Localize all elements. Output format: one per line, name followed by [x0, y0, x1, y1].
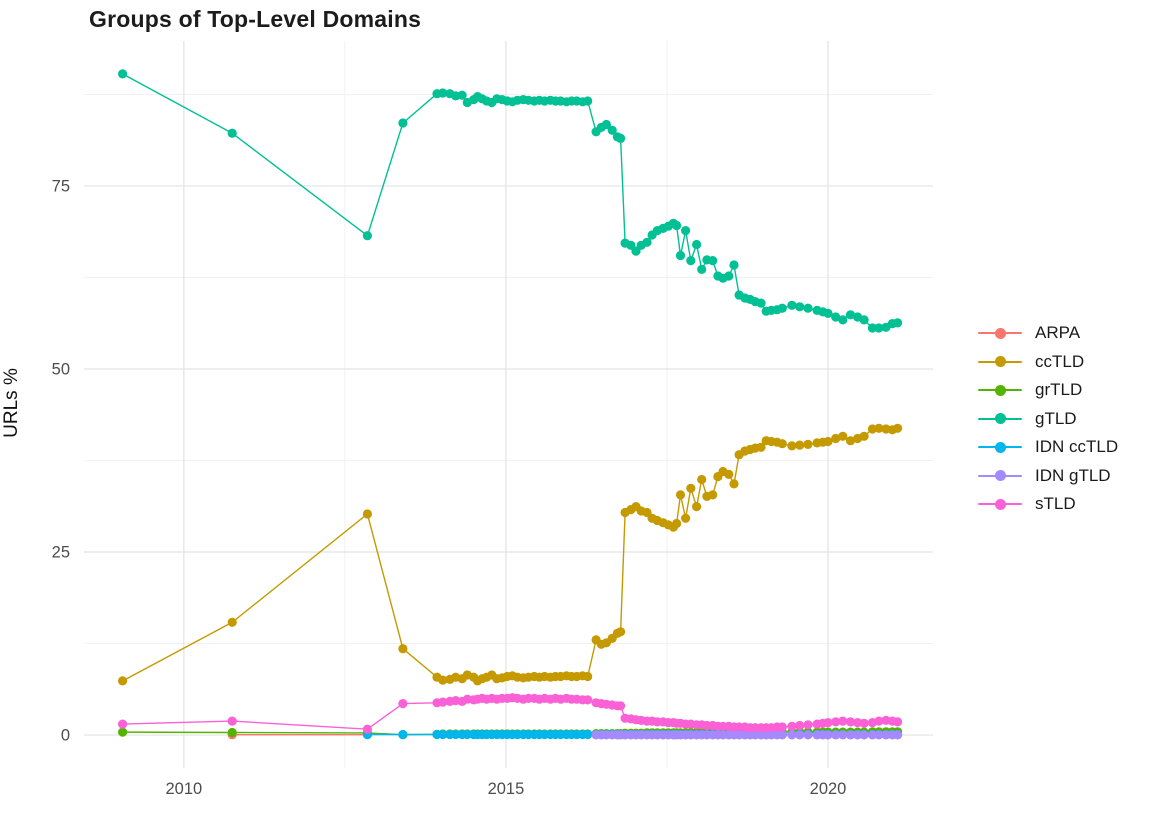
legend-key-icon	[978, 355, 1022, 369]
legend-item-label: gTLD	[1035, 408, 1077, 428]
y-tick-label: 50	[52, 360, 70, 378]
y-tick-label: 75	[52, 177, 70, 195]
series-stld	[118, 693, 903, 734]
series-arpa	[227, 730, 372, 740]
legend-item-cctld: ccTLD	[978, 348, 1118, 377]
axis-tick-labels: 0 25 50 75 2010 2015 2020	[52, 177, 847, 798]
chart-title: Groups of Top-Level Domains	[89, 6, 422, 32]
legend-item-label: grTLD	[1035, 380, 1083, 400]
legend: ARPA ccTLD grTLD gTLD IDN ccTLD IDN gTLD…	[978, 319, 1118, 519]
legend-item-label: IDN gTLD	[1035, 465, 1111, 485]
data-points	[118, 423, 903, 686]
data-points	[118, 69, 903, 333]
legend-item-gtld: gTLD	[978, 405, 1118, 434]
legend-key-icon	[978, 326, 1022, 340]
legend-key-icon	[978, 440, 1022, 454]
x-tick-label: 2015	[488, 780, 525, 798]
series-cctld	[118, 423, 903, 686]
legend-key-icon	[978, 383, 1022, 397]
legend-item-label: sTLD	[1035, 494, 1076, 514]
series-idn-gtld	[591, 730, 903, 740]
gridlines	[84, 41, 933, 768]
legend-key-icon	[978, 497, 1022, 511]
legend-item-idn-gtld: IDN gTLD	[978, 462, 1118, 491]
legend-item-idn-cctld: IDN ccTLD	[978, 433, 1118, 462]
legend-item-label: ccTLD	[1035, 351, 1085, 371]
legend-item-label: ARPA	[1035, 323, 1081, 343]
legend-item-stld: sTLD	[978, 490, 1118, 519]
data-points	[591, 730, 903, 740]
legend-item-label: IDN ccTLD	[1035, 437, 1119, 457]
legend-item-grtld: grTLD	[978, 376, 1118, 405]
legend-key-icon	[978, 412, 1022, 426]
x-tick-label: 2010	[165, 780, 202, 798]
x-tick-label: 2020	[810, 780, 847, 798]
legend-item-arpa: ARPA	[978, 319, 1118, 348]
y-tick-label: 0	[61, 727, 70, 745]
y-tick-label: 25	[52, 544, 70, 562]
data-points	[118, 693, 903, 734]
series-gtld	[118, 69, 903, 333]
legend-key-icon	[978, 469, 1022, 483]
